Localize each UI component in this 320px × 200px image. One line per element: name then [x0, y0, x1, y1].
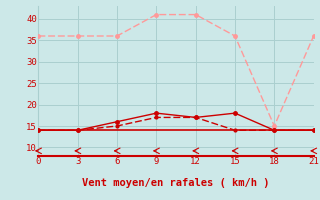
X-axis label: Vent moyen/en rafales ( km/h ): Vent moyen/en rafales ( km/h ): [82, 178, 270, 188]
